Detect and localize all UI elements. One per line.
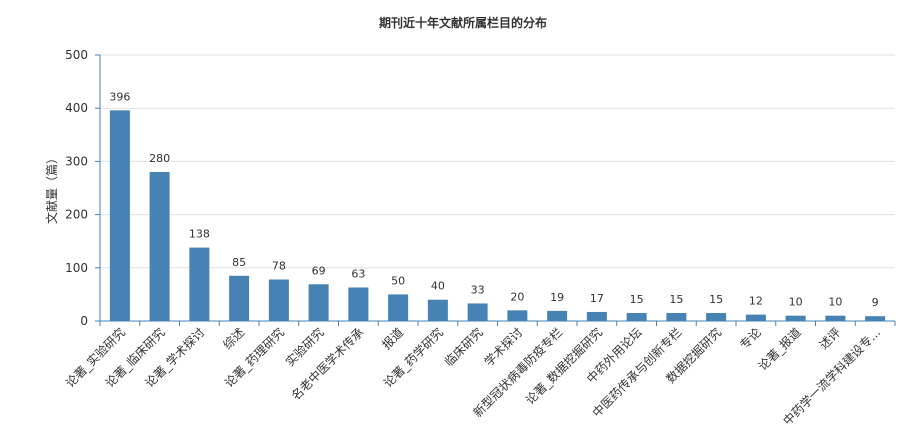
bar [388, 294, 409, 321]
data-label: 10 [789, 296, 803, 309]
chart-title: 期刊近十年文献所属栏目的分布 [379, 15, 547, 30]
x-tick-label: 论著_报道 [755, 325, 804, 374]
data-label: 50 [391, 274, 405, 287]
bars [109, 110, 886, 321]
y-tick-label: 400 [65, 101, 88, 115]
bar [586, 311, 607, 321]
bar [706, 313, 727, 321]
data-label: 63 [351, 267, 365, 280]
bar [785, 315, 806, 321]
bar [308, 284, 329, 321]
gridlines [100, 54, 895, 269]
axes [99, 55, 895, 322]
x-tick-label: 专论 [736, 325, 764, 353]
y-tick-label: 100 [65, 261, 88, 275]
data-labels: 396 280 138 85 78 69 63 50 40 33 20 19 17 15 15 15 12 10 1… [109, 90, 878, 309]
bar [467, 303, 488, 321]
data-label: 69 [312, 264, 326, 277]
x-tick-label: 临床研究 [441, 325, 486, 370]
bar [745, 314, 766, 321]
bar [109, 110, 130, 321]
y-tick-label: 0 [80, 314, 88, 328]
bar [268, 279, 289, 321]
y-tick-label: 500 [65, 48, 88, 62]
bar [547, 310, 568, 321]
bar [427, 299, 448, 321]
bar [825, 315, 846, 321]
data-label: 85 [232, 256, 246, 269]
data-label: 9 [872, 296, 879, 309]
x-tick-label: 名老中医学术传承 [288, 325, 366, 403]
data-label: 15 [630, 293, 644, 306]
bar [189, 247, 210, 321]
x-tick-label: 报道 [379, 325, 407, 353]
bar [507, 310, 528, 321]
data-label: 78 [272, 260, 286, 273]
data-label: 40 [431, 280, 445, 293]
x-tick-label: 述评 [817, 325, 844, 352]
data-label: 19 [550, 291, 564, 304]
data-label: 12 [749, 295, 763, 308]
bar [229, 275, 250, 321]
data-label: 10 [828, 296, 842, 309]
data-label: 138 [189, 228, 210, 241]
x-tick-label: 综述 [220, 325, 247, 352]
data-label: 396 [109, 90, 130, 103]
bar [666, 313, 687, 321]
data-label: 15 [669, 293, 683, 306]
y-tick-label: 300 [65, 154, 88, 168]
bar [149, 172, 170, 321]
x-tick-label: 论著_数据挖掘研究 [522, 325, 605, 408]
bar [626, 313, 647, 321]
data-label: 280 [149, 152, 170, 165]
data-label: 15 [709, 293, 723, 306]
bar [348, 287, 369, 321]
data-label: 33 [471, 283, 485, 296]
data-label: 20 [510, 290, 524, 303]
data-label: 17 [590, 292, 604, 305]
y-tick-label: 200 [65, 208, 88, 222]
y-axis-label: 文献量（篇） [44, 152, 59, 224]
bar [865, 316, 886, 321]
y-axis-ticks: 0 100 200 300 400 500 [65, 48, 100, 328]
